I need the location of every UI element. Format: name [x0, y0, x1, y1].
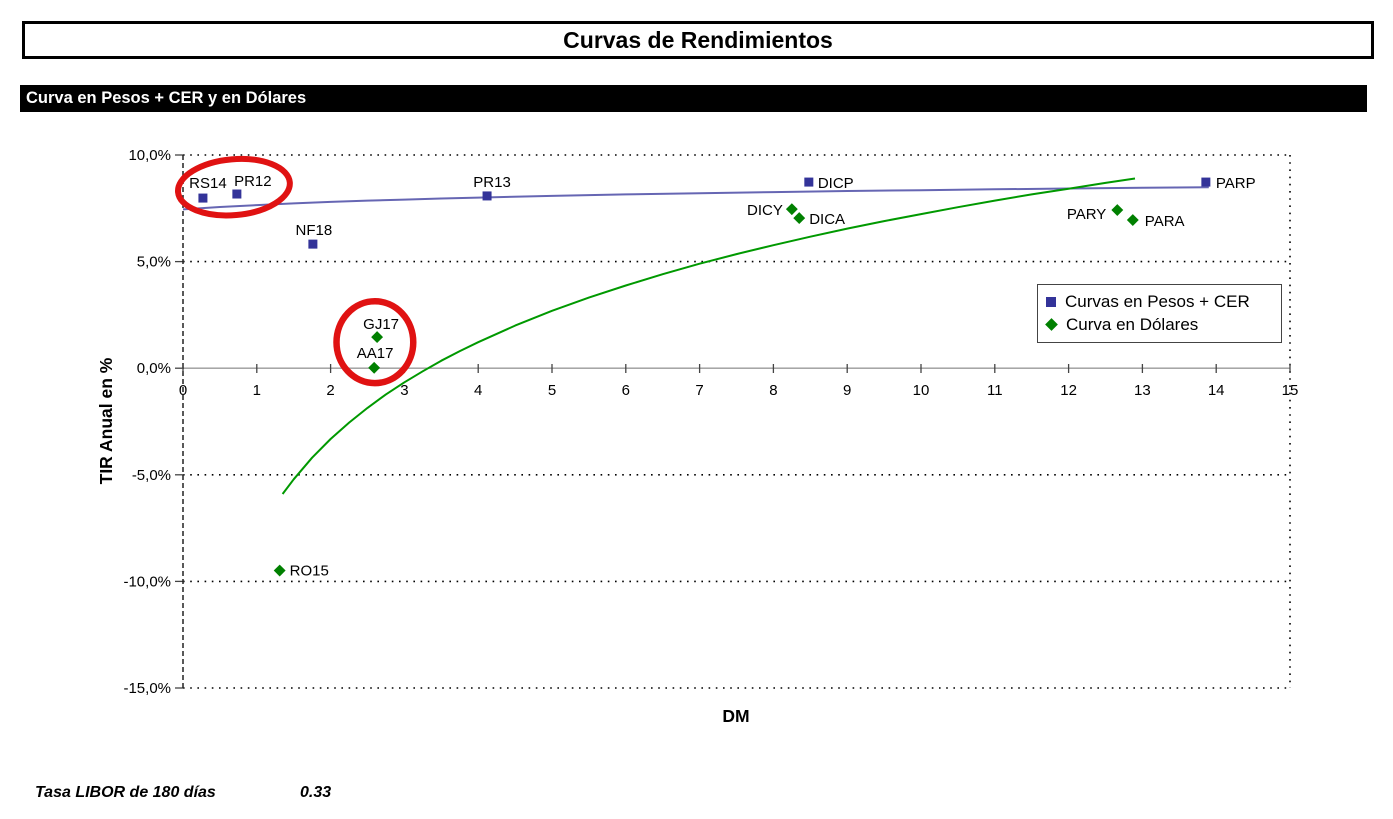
section-header-bar: Curva en Pesos + CER y en Dólares — [20, 85, 1367, 112]
y-tick-label: 5,0% — [137, 254, 171, 271]
point-label-GJ17: GJ17 — [363, 316, 399, 333]
page-title: Curvas de Rendimientos — [22, 21, 1374, 59]
x-tick-label: 9 — [843, 382, 851, 399]
y-tick-label: -10,0% — [123, 573, 171, 590]
point-label-DICA: DICA — [809, 211, 845, 228]
data-point-PR12 — [232, 189, 242, 199]
x-tick-label: 15 — [1282, 382, 1299, 399]
y-tick-label: 10,0% — [128, 147, 171, 164]
x-tick-label: 0 — [179, 382, 187, 399]
x-tick-label: 4 — [474, 382, 482, 399]
data-point-PARA — [1126, 214, 1139, 226]
section-header-text: Curva en Pesos + CER y en Dólares — [26, 89, 307, 107]
pesos-fit-curve — [182, 186, 1209, 211]
pesos-square-marker-icon — [1046, 296, 1056, 307]
x-tick-label: 10 — [913, 382, 930, 399]
data-point-DICY — [785, 203, 798, 216]
libor-note-label: Tasa LIBOR de 180 días — [35, 784, 216, 801]
x-tick-label: 7 — [695, 382, 703, 399]
point-label-PARA: PARA — [1145, 213, 1185, 230]
point-label-PR13: PR13 — [473, 174, 511, 191]
legend-item-pesos: Curvas en Pesos + CER — [1046, 290, 1273, 313]
libor-note-value: 0.33 — [300, 784, 332, 801]
chart-legend: Curvas en Pesos + CER Curva en Dólares — [1037, 284, 1282, 343]
data-point-DICA — [793, 212, 806, 225]
x-tick-label: 2 — [326, 382, 334, 399]
point-label-NF18: NF18 — [296, 222, 333, 239]
data-point-PARP — [1201, 177, 1211, 187]
point-label-DICP: DICP — [818, 175, 854, 192]
x-tick-label: 1 — [253, 382, 261, 399]
data-point-DICP — [804, 177, 814, 187]
point-label-RS14: RS14 — [189, 175, 227, 192]
point-label-PARP: PARP — [1216, 175, 1256, 192]
data-point-RO15 — [273, 564, 286, 577]
x-tick-label: 12 — [1060, 382, 1077, 399]
y-axis-title: TIR Anual en % — [96, 357, 116, 484]
point-label-PR12: PR12 — [234, 173, 272, 190]
point-label-PARY: PARY — [1067, 206, 1106, 223]
x-tick-label: 14 — [1208, 382, 1225, 399]
data-point-GJ17 — [371, 331, 384, 344]
highlight-ellipse-2 — [333, 298, 417, 387]
data-point-AA17 — [368, 361, 381, 374]
x-tick-label: 13 — [1134, 382, 1151, 399]
point-label-AA17: AA17 — [357, 345, 394, 362]
x-axis-title: DM — [722, 706, 749, 726]
highlight-ellipse-1 — [174, 155, 293, 219]
data-point-RS14 — [198, 193, 208, 203]
point-label-DICY: DICY — [747, 202, 783, 219]
x-tick-label: 8 — [769, 382, 777, 399]
y-tick-label: -15,0% — [123, 680, 171, 697]
dolares-diamond-marker-icon — [1045, 318, 1058, 331]
y-tick-label: 0,0% — [137, 360, 171, 377]
x-tick-label: 5 — [548, 382, 556, 399]
page-title-text: Curvas de Rendimientos — [563, 27, 833, 53]
dolares-fit-curve — [281, 177, 1136, 495]
point-label-RO15: RO15 — [290, 563, 329, 580]
x-tick-label: 11 — [987, 382, 1003, 399]
legend-label-pesos: Curvas en Pesos + CER — [1065, 291, 1250, 311]
legend-item-dolares: Curva en Dólares — [1045, 313, 1273, 336]
data-point-NF18 — [308, 239, 318, 249]
y-tick-label: -5,0% — [132, 467, 171, 484]
x-tick-label: 6 — [622, 382, 630, 399]
legend-label-dolares: Curva en Dólares — [1066, 314, 1199, 334]
data-point-PR13 — [482, 191, 492, 201]
x-tick-label: 3 — [400, 382, 408, 399]
data-point-PARY — [1111, 204, 1124, 216]
